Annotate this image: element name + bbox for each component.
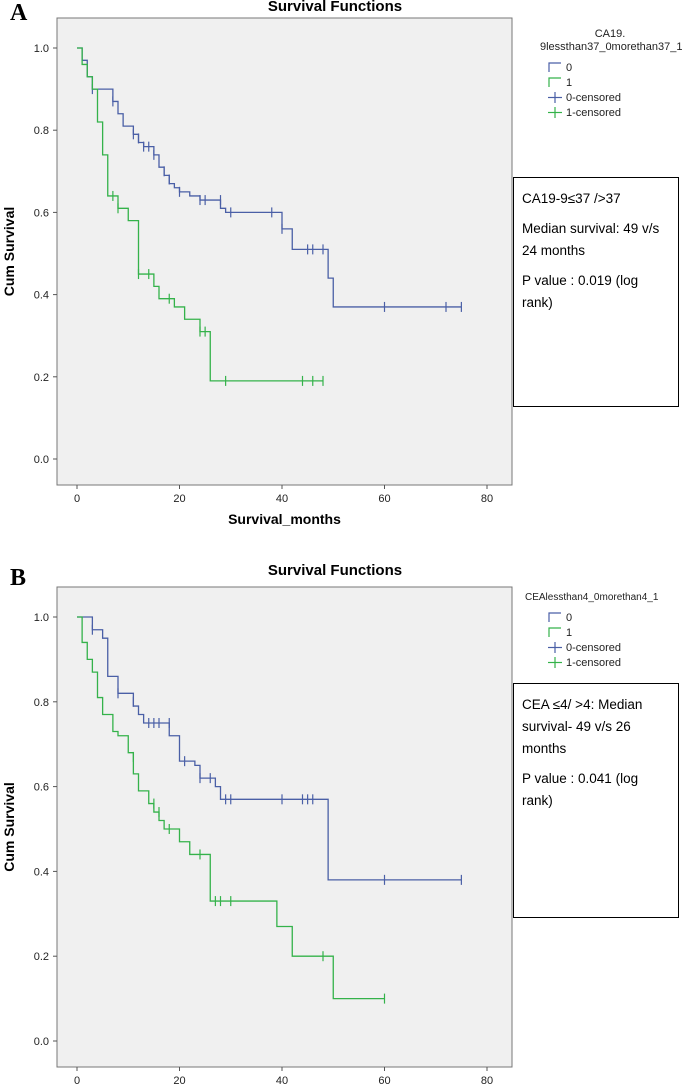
legend-label: 0 (566, 62, 573, 74)
legend-label: 1 (566, 77, 573, 89)
y-axis-label: Cum Survival (1, 207, 17, 296)
legend-swatch-icon (548, 627, 561, 637)
legend-item-1: 1 (548, 626, 572, 640)
swatch-step (548, 627, 561, 637)
x-axis-label: Survival_months (228, 511, 341, 527)
annotation-box: CEA ≤4/ >4: Median survival- 49 v/s 26 m… (513, 683, 679, 918)
legend-title-line2: 9lessthan37_0morethan37_1 (540, 41, 683, 53)
legend-swatch-icon (548, 612, 561, 622)
legend-swatch-0-censored (548, 642, 562, 653)
y-tick-label: 0.6 (34, 207, 49, 219)
panel-a: A Survival Functions 0.0 0.2 0.4 0.6 0.8 1.0 0… (1, 0, 683, 527)
y-tick-label: 0.4 (34, 290, 49, 302)
legend-swatch-icon (548, 62, 561, 72)
swatch-step (548, 62, 561, 72)
legend-title-line1: CA19. (594, 28, 626, 40)
swatch-step (548, 77, 561, 87)
legend-swatch-1-censored (548, 107, 562, 118)
legend-item-0-censored: 0-censored (548, 91, 621, 105)
y-tick-label: 1.0 (34, 43, 49, 55)
legend-label: 1-censored (566, 657, 622, 669)
annotation-box: CA19-9≤37 />37 Median survival: 49 v/s 2… (513, 177, 679, 407)
panel-letter: A (10, 0, 28, 26)
legend-title: CEAlessthan4_0morethan4_1 (525, 592, 659, 603)
y-tick-label: 1.0 (34, 612, 49, 624)
legend-swatch-0-censored (548, 92, 562, 103)
chart-title: Survival Functions (267, 562, 403, 579)
x-tick-label: 60 (378, 1075, 390, 1087)
x-tick-label: 20 (173, 493, 185, 505)
legend-swatch-0 (548, 62, 562, 73)
panel-b: B Survival Functions 0.0 0.2 0.4 0.6 0.8 1.0 0… (0, 545, 685, 1090)
x-tick-label: 80 (481, 493, 493, 505)
legend-label: 0-censored (566, 642, 622, 654)
y-tick-label: 0.0 (34, 1036, 49, 1048)
y-tick-label: 0.6 (34, 782, 49, 794)
x-tick-label: 80 (481, 1075, 493, 1087)
y-tick-label: 0.8 (34, 697, 49, 709)
legend-swatch-icon (548, 657, 562, 668)
y-tick-label: 0.4 (34, 866, 49, 878)
x-tick-label: 60 (378, 493, 390, 505)
swatch-step (548, 612, 561, 622)
y-tick-label: 0.2 (34, 372, 49, 384)
legend-item-0-censored: 0-censored (548, 641, 621, 655)
plot-area (56, 586, 513, 1068)
legend-label: 0-censored (566, 92, 622, 104)
note-line: CA19-9≤37 />37 (522, 191, 621, 206)
x-tick-label: 0 (74, 1075, 80, 1087)
legend-item-1-censored: 1-censored (548, 656, 621, 670)
x-tick-label: 40 (276, 493, 288, 505)
legend-label: 1-censored (566, 107, 622, 119)
series-0-line (77, 616, 462, 881)
x-tick-label: 0 (74, 493, 80, 505)
plot-area (56, 17, 513, 486)
note-line: P value : 0.041 (log rank) (522, 771, 639, 808)
legend-swatch-1-censored (548, 657, 562, 668)
chart-title: Survival Functions (267, 0, 403, 15)
legend-swatch-1 (548, 77, 562, 88)
legend-item-0: 0 (548, 61, 572, 75)
survival-chart-b: 0.00.20.40.60.81.0020406080Survival_mont… (1, 586, 513, 1087)
legend-swatch-icon (548, 107, 562, 118)
series-1-line (77, 47, 323, 382)
legend-item-0: 0 (548, 611, 572, 625)
note-line: Median survival: 49 v/s 24 months (522, 221, 660, 258)
y-axis-label: Cum Survival (1, 782, 17, 871)
legend-swatch-1 (548, 627, 562, 638)
survival-chart-a: 0.0 0.2 0.4 0.6 0.8 1.0 0 20 40 60 80 Survival_mont… (1, 17, 513, 527)
y-tick-label: 0.8 (34, 125, 49, 137)
legend-label: 0 (566, 612, 573, 624)
x-tick-label: 40 (276, 1075, 288, 1087)
y-tick-label: 0.0 (34, 454, 49, 466)
legend-item-1: 1 (548, 76, 572, 90)
legend-item-1-censored: 1-censored (548, 106, 621, 120)
legend-swatch-icon (548, 92, 562, 103)
legend-swatch-0 (548, 612, 562, 623)
panel-letter: B (10, 565, 27, 591)
note-line: P value : 0.019 (log rank) (522, 273, 639, 310)
note-line: CEA ≤4/ >4: Median survival- 49 v/s 26 m… (522, 697, 643, 756)
series-1-line (77, 616, 385, 1000)
x-tick-label: 20 (173, 1075, 185, 1087)
legend-swatch-icon (548, 642, 562, 653)
legend-label: 1 (566, 627, 573, 639)
legend-title: CA19. 9lessthan37_0morethan37_1 (540, 28, 683, 54)
legend-swatch-icon (548, 77, 561, 87)
y-tick-label: 0.2 (34, 951, 49, 963)
